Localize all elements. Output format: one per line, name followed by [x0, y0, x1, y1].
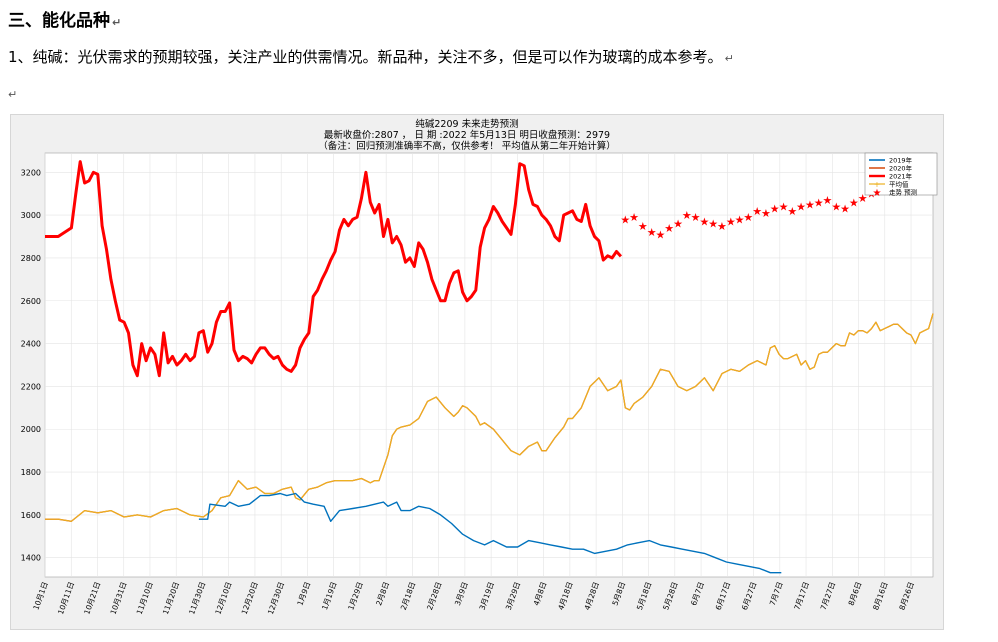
y-tick-label: 3000 [21, 211, 41, 220]
x-tick-label: 3月9日 [453, 581, 470, 607]
forecast-star-point: ★ [823, 194, 833, 207]
forecast-star-point: ★ [779, 201, 789, 214]
legend-label: 2019年 [889, 156, 913, 165]
x-tick-label: 11月10日 [135, 581, 155, 616]
x-tick-label: 6月17日 [714, 581, 732, 612]
forecast-star-point: ★ [770, 203, 780, 216]
x-tick-label: 8月6日 [847, 581, 864, 607]
y-tick-label: 2200 [21, 382, 41, 391]
y-tick-label: 2600 [21, 297, 41, 306]
forecast-star-point: ★ [629, 211, 639, 224]
x-tick-label: 1月9日 [295, 581, 312, 607]
series-average-line [45, 313, 934, 522]
forecast-star-point: ★ [796, 201, 806, 214]
chart-title: 纯碱2209 未来走势预测 [415, 118, 518, 130]
x-tick-label: 5月28日 [661, 581, 679, 612]
plot-area [44, 152, 934, 578]
forecast-star-point: ★ [691, 211, 701, 224]
forecast-star-point: ★ [787, 205, 797, 218]
x-tick-label: 7月17日 [792, 581, 810, 612]
commentary-paragraph: 1、纯碱：光伏需求的预期较强，关注产业的供需情况。新品种，关注不多，但是可以作为… [8, 46, 734, 67]
paragraph-mark-icon: ↵ [724, 52, 734, 65]
x-tick-label: 11月20日 [161, 581, 181, 616]
grid [44, 153, 933, 577]
forecast-star-point: ★ [761, 207, 771, 220]
x-tick-label: 1月29日 [346, 581, 364, 612]
y-tick-label: 2000 [21, 425, 41, 434]
forecast-star-point: ★ [735, 213, 745, 226]
forecast-star-point: ★ [831, 201, 841, 214]
x-tick-label: 8月16日 [871, 581, 889, 612]
x-tick-label: 7月27日 [819, 581, 837, 612]
forecast-star-point: ★ [858, 192, 868, 205]
x-tick-label: 8月26日 [897, 581, 915, 612]
forecast-star-point: ★ [805, 198, 815, 211]
forecast-star-point: ★ [673, 218, 683, 231]
y-tick-label: 2800 [21, 254, 41, 263]
y-tick-label: 1600 [21, 511, 41, 520]
forecast-star-point: ★ [682, 209, 692, 222]
forecast-star-point: ★ [638, 220, 648, 233]
commentary-text: 1、纯碱：光伏需求的预期较强，关注产业的供需情况。新品种，关注不多，但是可以作为… [8, 48, 723, 66]
forecast-star-point: ★ [849, 196, 859, 209]
series-2021-line [45, 160, 623, 378]
x-tick-label: 10月31日 [108, 581, 128, 616]
x-tick-label: 4月18日 [556, 581, 574, 612]
forecast-star-point: ★ [708, 218, 718, 231]
legend-marker-symbol: + [874, 180, 881, 189]
series-2019-line [198, 492, 782, 574]
y-tick-label: 3200 [21, 168, 41, 177]
x-tick-label: 6月27日 [740, 581, 758, 612]
forecast-star-point: ★ [699, 216, 709, 229]
legend-label: 走势 预测 [889, 188, 918, 197]
y-tick-label: 2400 [21, 340, 41, 349]
x-axis: 10月1日 10月11日 10月21日 10月31日 11月10日 11月20日 11月30… [31, 581, 916, 616]
legend-label: 平均值 [889, 180, 909, 189]
forecast-star-point: ★ [752, 205, 762, 218]
chart-figure: 纯碱2209 未来走势预测 最新收盘价:2807 ， 日 期 :2022 年5月… [10, 114, 944, 630]
x-tick-label: 2月18日 [399, 581, 417, 612]
forecast-star-point: ★ [664, 222, 674, 235]
forecast-line-chart: 纯碱2209 未来走势预测 最新收盘价:2807 ， 日 期 :2022 年5月… [21, 118, 938, 616]
x-tick-label: 10月11日 [56, 581, 76, 616]
forecast-star-point: ★ [656, 228, 666, 241]
forecast-star-point: ★ [647, 226, 657, 239]
x-tick-label: 7月7日 [768, 581, 785, 607]
legend-label: 2021年 [889, 172, 913, 181]
y-axis: 1400 1600 1800 2000 2200 2400 2600 2800 3000 3200 [21, 168, 41, 562]
legend-label: 2020年 [889, 164, 913, 173]
forecast-star-point: ★ [717, 220, 727, 233]
empty-paragraph-mark-icon: ↵ [8, 88, 18, 101]
chart-note: （备注：回归预测准确率不高，仅供参考！ 平均值从第二年开始计算） [318, 140, 616, 152]
x-tick-label: 12月20日 [240, 581, 260, 616]
forecast-star-point: ★ [743, 211, 753, 224]
x-tick-label: 2月28日 [425, 581, 443, 612]
forecast-star-point: ★ [814, 196, 824, 209]
x-tick-label: 5月18日 [635, 581, 653, 612]
x-tick-label: 4月28日 [582, 581, 600, 612]
forecast-star-point: ★ [620, 214, 630, 227]
x-tick-label: 10月21日 [82, 581, 102, 616]
chart-subtitle: 最新收盘价:2807 ， 日 期 :2022 年5月13日 明日收盘预测：297… [324, 129, 610, 141]
x-tick-label: 4月8日 [532, 581, 549, 607]
x-tick-label: 6月7日 [689, 581, 706, 607]
forecast-star-point: ★ [840, 203, 850, 216]
x-tick-label: 1月19日 [320, 581, 338, 612]
forecast-star-point: ★ [726, 216, 736, 229]
section-heading-text: 三、能化品种 [8, 11, 110, 31]
x-tick-label: 10月1日 [31, 581, 49, 612]
x-tick-label: 12月30日 [266, 581, 286, 616]
x-tick-label: 3月19日 [478, 581, 496, 612]
x-tick-label: 2月8日 [374, 581, 391, 607]
x-tick-label: 3月29日 [504, 581, 522, 612]
legend-forecast-symbol: ★ [873, 188, 882, 199]
paragraph-mark-icon: ↵ [112, 16, 122, 29]
y-tick-label: 1800 [21, 468, 41, 477]
y-tick-label: 1400 [21, 554, 41, 563]
x-tick-label: 12月10日 [213, 581, 233, 616]
section-heading: 三、能化品种 ↵ [8, 6, 121, 31]
x-tick-label: 5月8日 [610, 581, 627, 607]
x-tick-label: 11月30日 [187, 581, 207, 616]
